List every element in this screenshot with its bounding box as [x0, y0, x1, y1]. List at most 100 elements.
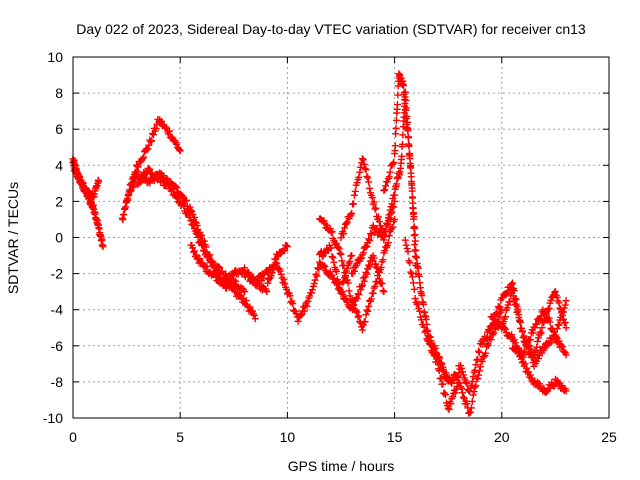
track-17-point: [526, 336, 534, 344]
track-15-point: [533, 343, 541, 351]
track-11-point: [399, 131, 407, 139]
track-4-point: [246, 303, 254, 311]
track-4-point: [250, 311, 258, 319]
track-5-point: [194, 233, 202, 241]
track-11-point: [359, 249, 367, 257]
track-7-point: [343, 264, 351, 272]
chart-title: Day 022 of 2023, Sidereal Day-to-day VTE…: [76, 21, 586, 37]
track-11-point: [367, 231, 375, 239]
track-11-point: [386, 206, 394, 214]
track-12-point: [391, 142, 399, 150]
track-11-point: [411, 241, 419, 249]
track-16-point: [523, 364, 531, 372]
track-17-point: [520, 347, 528, 355]
track-10-point: [372, 204, 380, 212]
track-9-point: [338, 257, 346, 265]
track-9-point: [369, 290, 377, 298]
track-4-point: [198, 232, 206, 240]
track-14-point: [466, 387, 474, 395]
track-8-point: [328, 253, 336, 261]
track-7-point: [321, 263, 329, 271]
track-9-point: [358, 326, 366, 334]
track-8-point: [370, 254, 378, 262]
track-9-point: [389, 223, 397, 231]
track-13-point: [435, 367, 443, 375]
track-4-point: [251, 315, 259, 323]
x-tick-label: 25: [601, 429, 617, 445]
track-3-point: [157, 117, 165, 125]
track-3-point: [144, 145, 152, 153]
track-12-point: [415, 272, 423, 280]
track-10-point: [350, 200, 358, 208]
track-10-point: [343, 218, 351, 226]
track-12-point: [381, 186, 389, 194]
track-15-point: [506, 298, 514, 306]
track-13-point: [459, 393, 467, 401]
track-16-point: [535, 380, 543, 388]
track-13-point: [482, 349, 490, 357]
track-14-point: [559, 343, 567, 351]
track-12-point: [404, 133, 412, 141]
track-13-point: [409, 279, 417, 287]
track-9-point: [352, 307, 360, 315]
track-4-point: [173, 184, 181, 192]
track-1-point: [99, 243, 107, 251]
track-10-point: [347, 211, 355, 219]
track-5-point: [176, 195, 184, 203]
track-15-point: [509, 292, 517, 300]
track-9-point: [361, 318, 369, 326]
y-tick-label: 10: [47, 49, 63, 65]
track-7-point: [311, 276, 319, 284]
track-17-point: [529, 329, 537, 337]
track-8-point: [327, 244, 335, 252]
track-11-point: [402, 96, 410, 104]
x-tick-label: 10: [280, 429, 296, 445]
track-8-point: [357, 286, 365, 294]
track-10-point: [357, 163, 365, 171]
track-1-point: [98, 235, 106, 243]
track-15-point: [519, 334, 527, 342]
track-17-point: [531, 324, 539, 332]
track-17-point: [562, 297, 570, 305]
track-7-point: [277, 270, 285, 278]
track-12-point: [411, 231, 419, 239]
track-17-point: [561, 301, 569, 309]
track-3-point: [165, 127, 173, 135]
track-12-point: [404, 127, 412, 135]
track-12-point: [412, 246, 420, 254]
track-14-point: [471, 366, 479, 374]
track-8-point: [379, 287, 387, 295]
track-4-point: [172, 183, 180, 191]
track-12-point: [449, 376, 457, 384]
track-8-point: [372, 260, 380, 268]
track-13-point: [476, 363, 484, 371]
track-14-point: [458, 364, 466, 372]
track-9-point: [359, 321, 367, 329]
y-tick-label: -10: [43, 410, 63, 426]
track-15-point: [545, 304, 553, 312]
track-14-point: [475, 348, 483, 356]
track-7-point: [313, 272, 321, 280]
x-tick-label: 15: [387, 429, 403, 445]
track-4-point: [133, 167, 141, 175]
track-12-point: [405, 142, 413, 150]
track-5-point: [215, 263, 223, 271]
track-10-point: [355, 173, 363, 181]
track-9-point: [344, 279, 352, 287]
track-7-point: [310, 280, 318, 288]
y-tick-label: 6: [55, 121, 63, 137]
track-10-point: [360, 160, 368, 168]
track-12-point: [402, 106, 410, 114]
track-11-point: [380, 236, 388, 244]
track-17-point: [557, 313, 565, 321]
track-6-point: [241, 264, 249, 272]
track-13-point: [421, 328, 429, 336]
track-9-point: [349, 296, 357, 304]
track-9-point: [367, 295, 375, 303]
track-3-point: [145, 141, 153, 149]
track-5-point: [146, 165, 154, 173]
track-7-point: [346, 257, 354, 265]
track-12-point: [401, 100, 409, 108]
track-5-point: [241, 288, 249, 296]
track-7-point: [300, 307, 308, 315]
